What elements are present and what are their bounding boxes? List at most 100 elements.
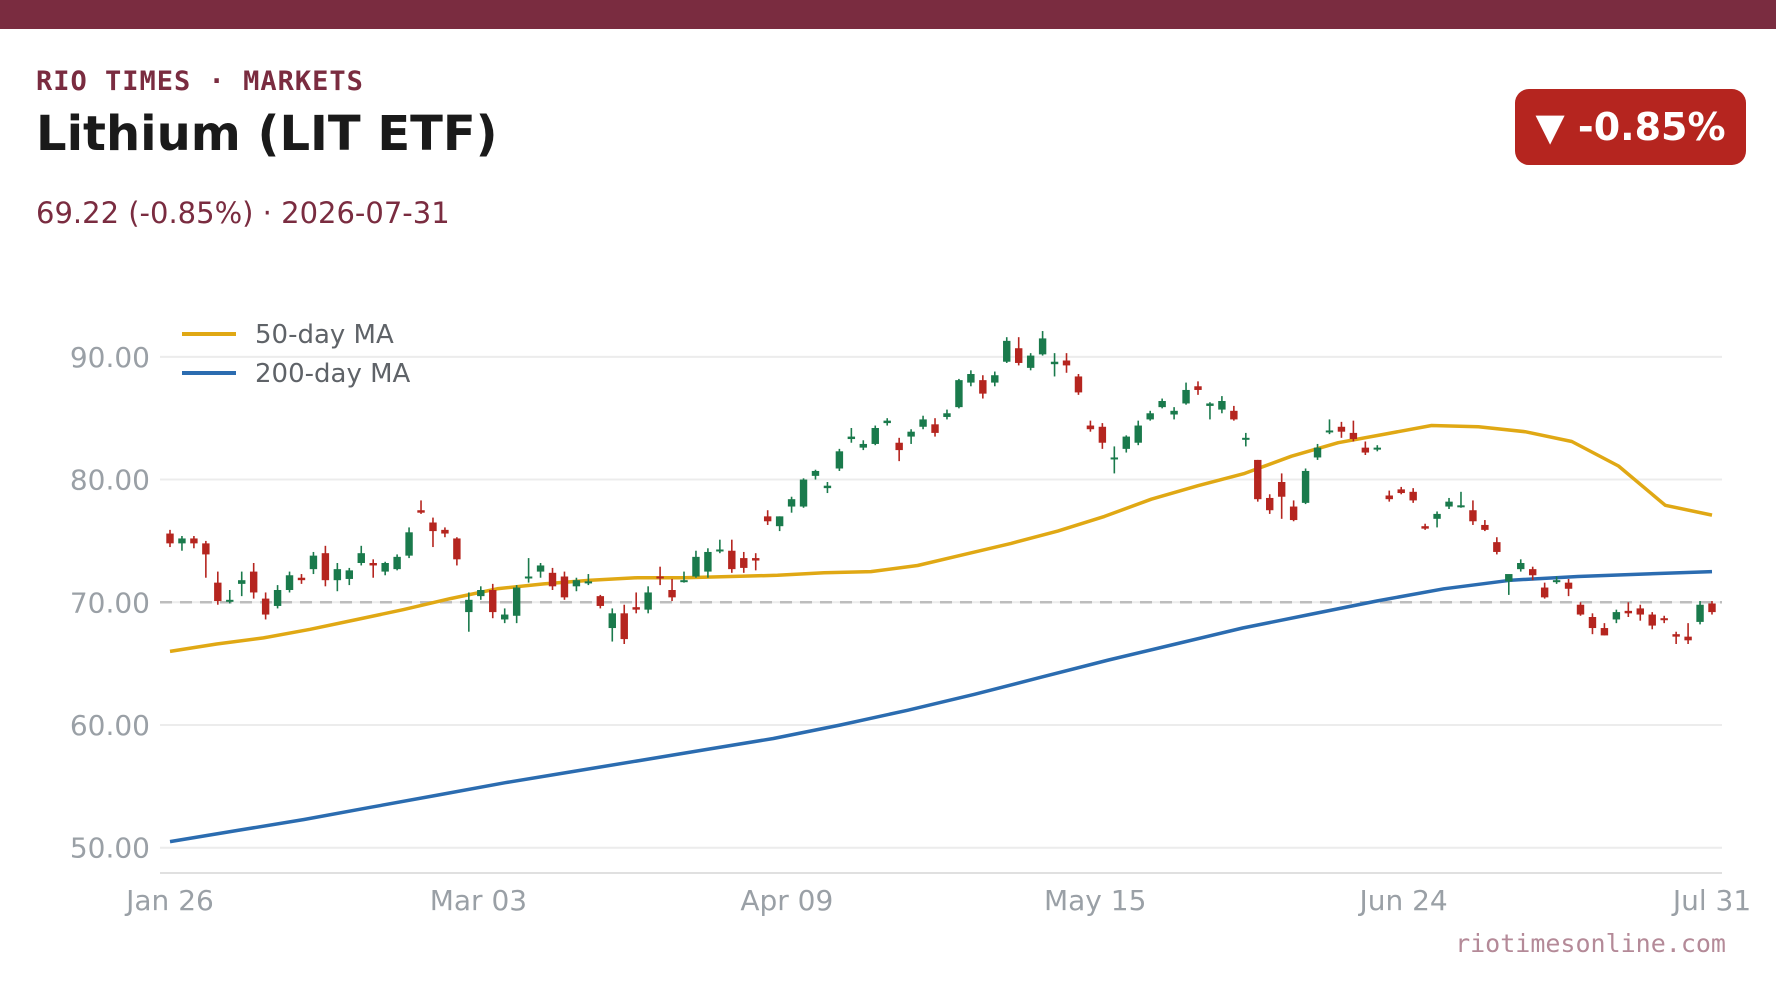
candle	[763, 510, 772, 525]
candle	[859, 440, 868, 451]
candle	[704, 548, 712, 578]
candle	[1313, 443, 1322, 460]
candle	[1373, 445, 1382, 452]
candle	[357, 545, 365, 566]
candle	[931, 418, 939, 437]
candle	[1289, 500, 1298, 522]
candle	[489, 583, 497, 619]
candle	[1110, 446, 1119, 474]
candle	[369, 559, 377, 578]
candle	[1708, 601, 1716, 615]
candle	[1170, 407, 1178, 420]
candle	[716, 539, 724, 554]
candle	[823, 482, 832, 494]
candle	[261, 592, 270, 620]
candle	[1194, 381, 1202, 395]
candle	[1003, 337, 1011, 363]
candle	[238, 571, 246, 597]
candle	[393, 554, 401, 571]
candle	[441, 527, 449, 538]
candle	[644, 586, 652, 614]
price-subtitle: 69.22 (-0.85%) · 2026-07-31	[36, 196, 450, 230]
candle	[811, 469, 820, 480]
candle	[524, 558, 533, 583]
candle	[1242, 432, 1250, 447]
legend-label-ma200: 200-day MA	[255, 359, 411, 389]
candle	[799, 478, 808, 508]
candle	[1540, 582, 1549, 599]
y-tick-label: 50.00	[70, 832, 150, 865]
candle	[1325, 419, 1334, 435]
candle	[1086, 420, 1095, 432]
candle	[871, 425, 879, 446]
candle	[1038, 331, 1047, 356]
candle	[1648, 612, 1656, 630]
candle	[1206, 402, 1214, 420]
candle	[1146, 410, 1154, 421]
candle	[166, 529, 174, 548]
candle	[1469, 500, 1477, 525]
candle	[1433, 511, 1441, 528]
candle	[1254, 459, 1262, 502]
candle	[835, 448, 844, 471]
ma50-line	[169, 423, 1713, 654]
candle	[1588, 613, 1597, 635]
candle	[608, 608, 616, 642]
candle	[1158, 398, 1166, 409]
candle	[1505, 574, 1513, 595]
x-tick-label: Jan 26	[124, 884, 214, 917]
candle	[273, 585, 282, 609]
candle	[1576, 602, 1585, 616]
candle	[321, 545, 330, 587]
candle	[596, 594, 605, 609]
candle	[1684, 623, 1692, 644]
candle	[1493, 537, 1501, 555]
candle	[548, 567, 557, 590]
candle	[1277, 473, 1286, 519]
candle	[1457, 491, 1465, 508]
candle	[1218, 396, 1226, 414]
candle	[381, 561, 389, 576]
candle	[297, 574, 306, 584]
candle	[285, 571, 294, 593]
x-tick-label: May 15	[1044, 884, 1146, 917]
y-tick-label: 90.00	[70, 341, 150, 374]
candle	[991, 371, 999, 387]
candle	[190, 536, 198, 549]
candle	[1612, 609, 1621, 624]
candle	[1600, 623, 1609, 636]
candle	[979, 375, 987, 399]
candle	[309, 551, 318, 575]
y-tick-label: 80.00	[70, 464, 150, 497]
candle	[417, 500, 425, 514]
candle	[692, 550, 700, 578]
candle	[919, 415, 927, 430]
candle	[1672, 631, 1680, 644]
y-tick-label: 70.00	[70, 586, 150, 619]
candle	[572, 577, 581, 592]
candle	[1026, 353, 1035, 371]
candle	[1409, 488, 1417, 503]
y-tick-label: 60.00	[70, 709, 150, 742]
candle	[1266, 494, 1274, 514]
top-accent-bar	[0, 0, 1776, 29]
candle	[847, 428, 856, 443]
candle	[429, 517, 437, 548]
candle	[405, 527, 413, 559]
candle	[943, 409, 951, 420]
candle	[1337, 421, 1346, 438]
candle	[1301, 468, 1310, 505]
source-footer: riotimesonline.com	[1455, 929, 1726, 958]
candle	[178, 536, 186, 551]
candle	[249, 563, 258, 599]
candle	[214, 571, 222, 605]
candle	[477, 586, 485, 600]
candle	[1062, 353, 1071, 373]
x-tick-label: Apr 09	[740, 884, 833, 917]
candle	[536, 563, 545, 578]
candle	[955, 378, 963, 409]
candle	[668, 578, 676, 602]
candle	[512, 585, 521, 624]
candle	[1624, 602, 1633, 617]
